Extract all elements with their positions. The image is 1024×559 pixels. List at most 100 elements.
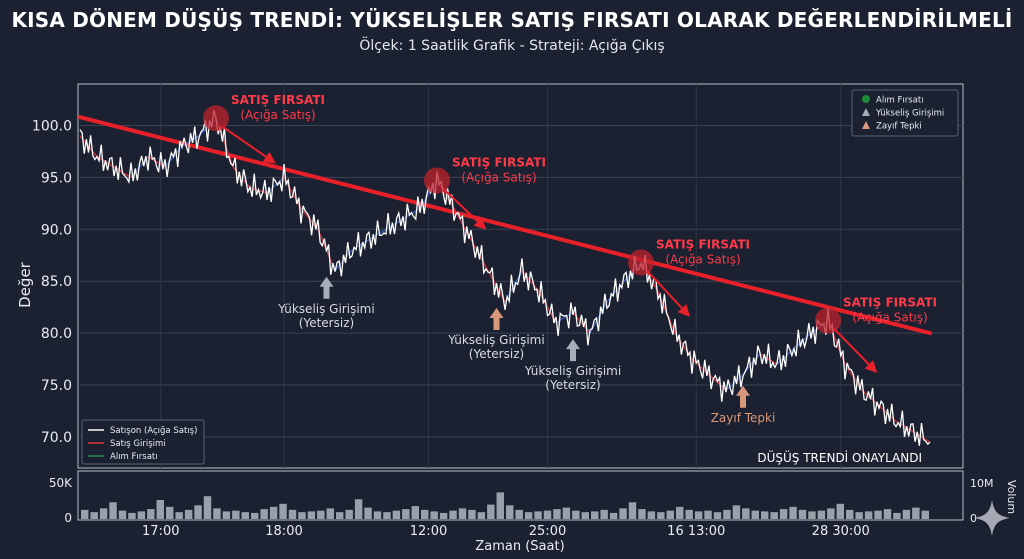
volume-bar — [458, 508, 467, 519]
volume-bar — [732, 505, 741, 519]
volume-bar — [789, 506, 797, 519]
x-tick-label: 25:00 — [529, 524, 566, 539]
annotation-label: Zayıf Tepki — [711, 411, 776, 425]
volume-tick-left-1: 50K — [49, 476, 73, 490]
volume-bar — [864, 511, 873, 519]
volume-bar — [742, 508, 750, 519]
x-tick-label: 17:00 — [142, 524, 179, 539]
sell-arrow — [833, 327, 878, 373]
volume-bar — [156, 500, 164, 519]
price-line — [79, 110, 931, 446]
legend-top-item: Alım Fırsatı — [876, 96, 924, 106]
volume-bar — [779, 509, 788, 519]
y-axis-label: Değer — [16, 261, 34, 308]
annotation-sublabel: (Yetersiz) — [469, 347, 524, 361]
volume-bar — [307, 511, 316, 519]
x-axis-label: Zaman (Saat) — [475, 539, 564, 554]
volume-bar — [477, 512, 486, 519]
volume-bar — [421, 509, 429, 519]
sell-arrow — [221, 125, 276, 164]
legend-bottom-item: Satışon (Açığa Satış) — [110, 426, 197, 436]
sell-segment — [912, 431, 931, 443]
sparkle-icon — [974, 500, 1010, 536]
sell-signal-marker — [815, 307, 841, 334]
volume-bar — [383, 512, 391, 519]
sell-arrow — [442, 187, 487, 230]
sell-label: SATIŞ FIRSATI — [656, 238, 750, 252]
up-arrow-icon — [319, 276, 334, 299]
volume-bar — [534, 511, 542, 519]
sell-label: SATIŞ FIRSATI — [452, 156, 546, 170]
buy-segment — [368, 228, 387, 241]
volume-bar — [713, 512, 722, 519]
y-tick-label: 95.0 — [41, 170, 72, 186]
volume-bar — [770, 512, 778, 519]
volume-bar — [411, 506, 419, 519]
volume-bar — [846, 509, 854, 519]
volume-bar — [694, 511, 703, 519]
volume-bar — [364, 507, 372, 519]
legend-bottom-item: Satış Girişimi — [110, 439, 166, 449]
volume-bar — [657, 512, 665, 519]
volume-bar — [506, 505, 514, 519]
volume-bar — [194, 505, 202, 519]
volume-bar — [430, 511, 438, 519]
up-arrow-icon — [566, 339, 580, 362]
volume-bar — [373, 511, 382, 519]
volume-bar — [241, 512, 249, 519]
volume-bar — [317, 510, 325, 519]
annotation-sublabel: (Yetersiz) — [299, 316, 354, 330]
volume-bar — [288, 509, 297, 519]
x-tick-label: 28 30:00 — [812, 524, 870, 539]
legend-top-right-box — [851, 89, 959, 137]
volume-bar — [260, 509, 268, 519]
legend-bottom-item: Alım Fırsatı — [110, 452, 158, 462]
volume-bar — [666, 510, 674, 519]
sell-label: SATIŞ FIRSATI — [231, 93, 325, 107]
volume-bar — [874, 510, 882, 519]
volume-bar — [184, 509, 193, 519]
y-tick-label: 85.0 — [41, 274, 72, 290]
volume-bar — [118, 510, 127, 519]
volume-bar — [685, 509, 693, 519]
volume-bar — [628, 502, 637, 519]
volume-bars — [81, 492, 929, 519]
green-dot-icon — [862, 95, 870, 103]
up-arrow-icon — [489, 307, 504, 330]
volume-bar — [279, 503, 287, 519]
volume-bar — [147, 509, 155, 519]
annotation-label: Yükseliş Girişimi — [524, 364, 621, 378]
volume-bar — [609, 512, 618, 519]
volume-bar — [354, 499, 363, 519]
trend-confirmed-note: DÜŞÜŞ TRENDİ ONAYLANDI — [757, 449, 922, 465]
volume-bar — [638, 509, 646, 519]
volume-bar — [232, 510, 240, 519]
volume-bar — [883, 509, 892, 519]
volume-bar — [109, 502, 117, 519]
x-tick-label: 16 13:00 — [667, 524, 725, 539]
volume-bar — [921, 510, 929, 519]
trend-line — [78, 115, 932, 336]
up-arrow-icon — [736, 385, 750, 408]
volume-tick-left-0: 0 — [64, 511, 72, 525]
downtrend-line — [78, 115, 932, 336]
legend-top-item: Yükseliş Girişimi — [875, 109, 944, 119]
y-axis-ticks: 70.0 75.0 80.0 85.0 90.0 95.0 100.0 — [32, 119, 72, 446]
volume-bar — [912, 507, 920, 519]
y-tick-label: 70.0 — [41, 430, 72, 446]
volume-bar — [902, 509, 911, 519]
volume-bar — [487, 504, 495, 519]
volume-tick-right-0: 0 — [970, 512, 977, 525]
volume-bar — [751, 510, 759, 519]
sell-signal-marker — [203, 105, 229, 132]
volume-bar — [827, 508, 835, 519]
volume-bar — [676, 506, 684, 519]
price-series — [79, 110, 931, 446]
rally-annotations: Yükseliş Girişimi(Yetersiz)Yükseliş Giri… — [277, 276, 776, 425]
annotation-label: Yükseliş Girişimi — [277, 302, 374, 316]
volume-bar — [581, 512, 589, 519]
volume-bar — [562, 507, 571, 519]
volume-bar — [137, 511, 146, 519]
volume-bar — [345, 509, 353, 519]
volume-bar — [99, 508, 108, 519]
